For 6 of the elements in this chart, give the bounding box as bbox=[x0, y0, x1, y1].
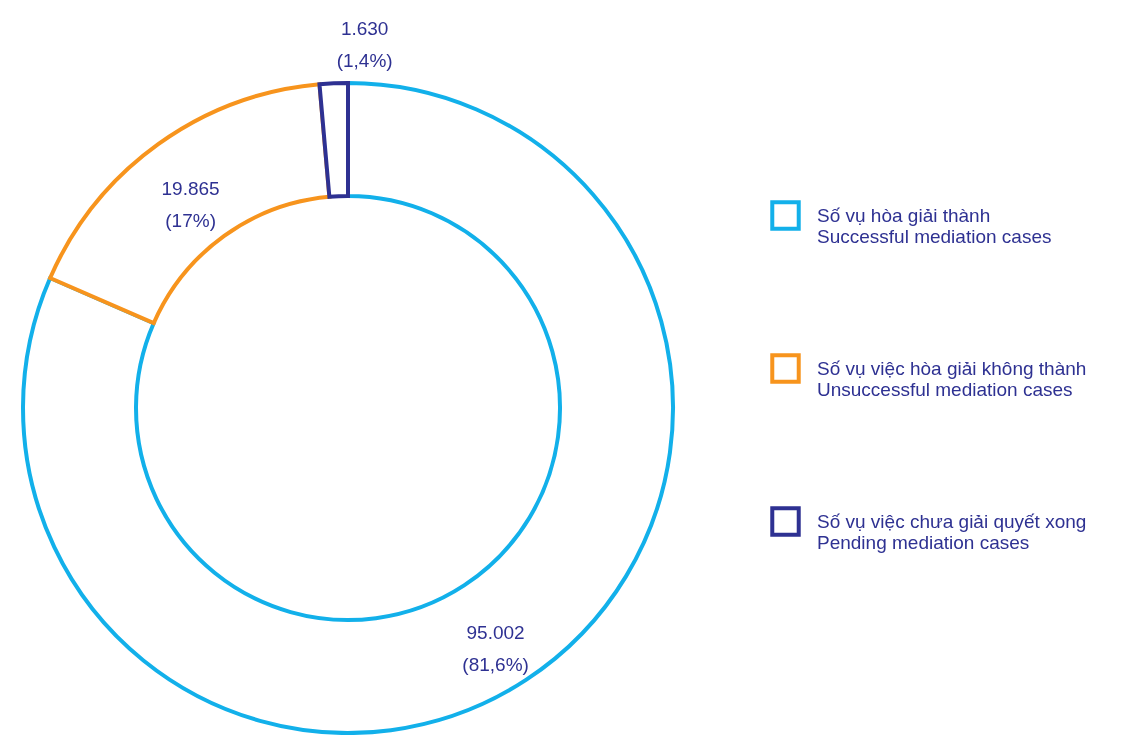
data-label: 1.630 (1,4%) bbox=[336, 18, 393, 72]
legend-label: Số vụ việc hòa giải không thành Unsuccessful mediation cases bbox=[817, 357, 1087, 400]
legend-label: Số vụ hòa giải thành Successful mediation cases bbox=[817, 204, 1052, 247]
legend-label: Số vụ việc chưa giải quyết xong Pending mediation cases bbox=[817, 510, 1087, 553]
data-label: 95.002 (81,6%) bbox=[462, 622, 529, 676]
data-label: 19.865 (17%) bbox=[161, 178, 220, 232]
